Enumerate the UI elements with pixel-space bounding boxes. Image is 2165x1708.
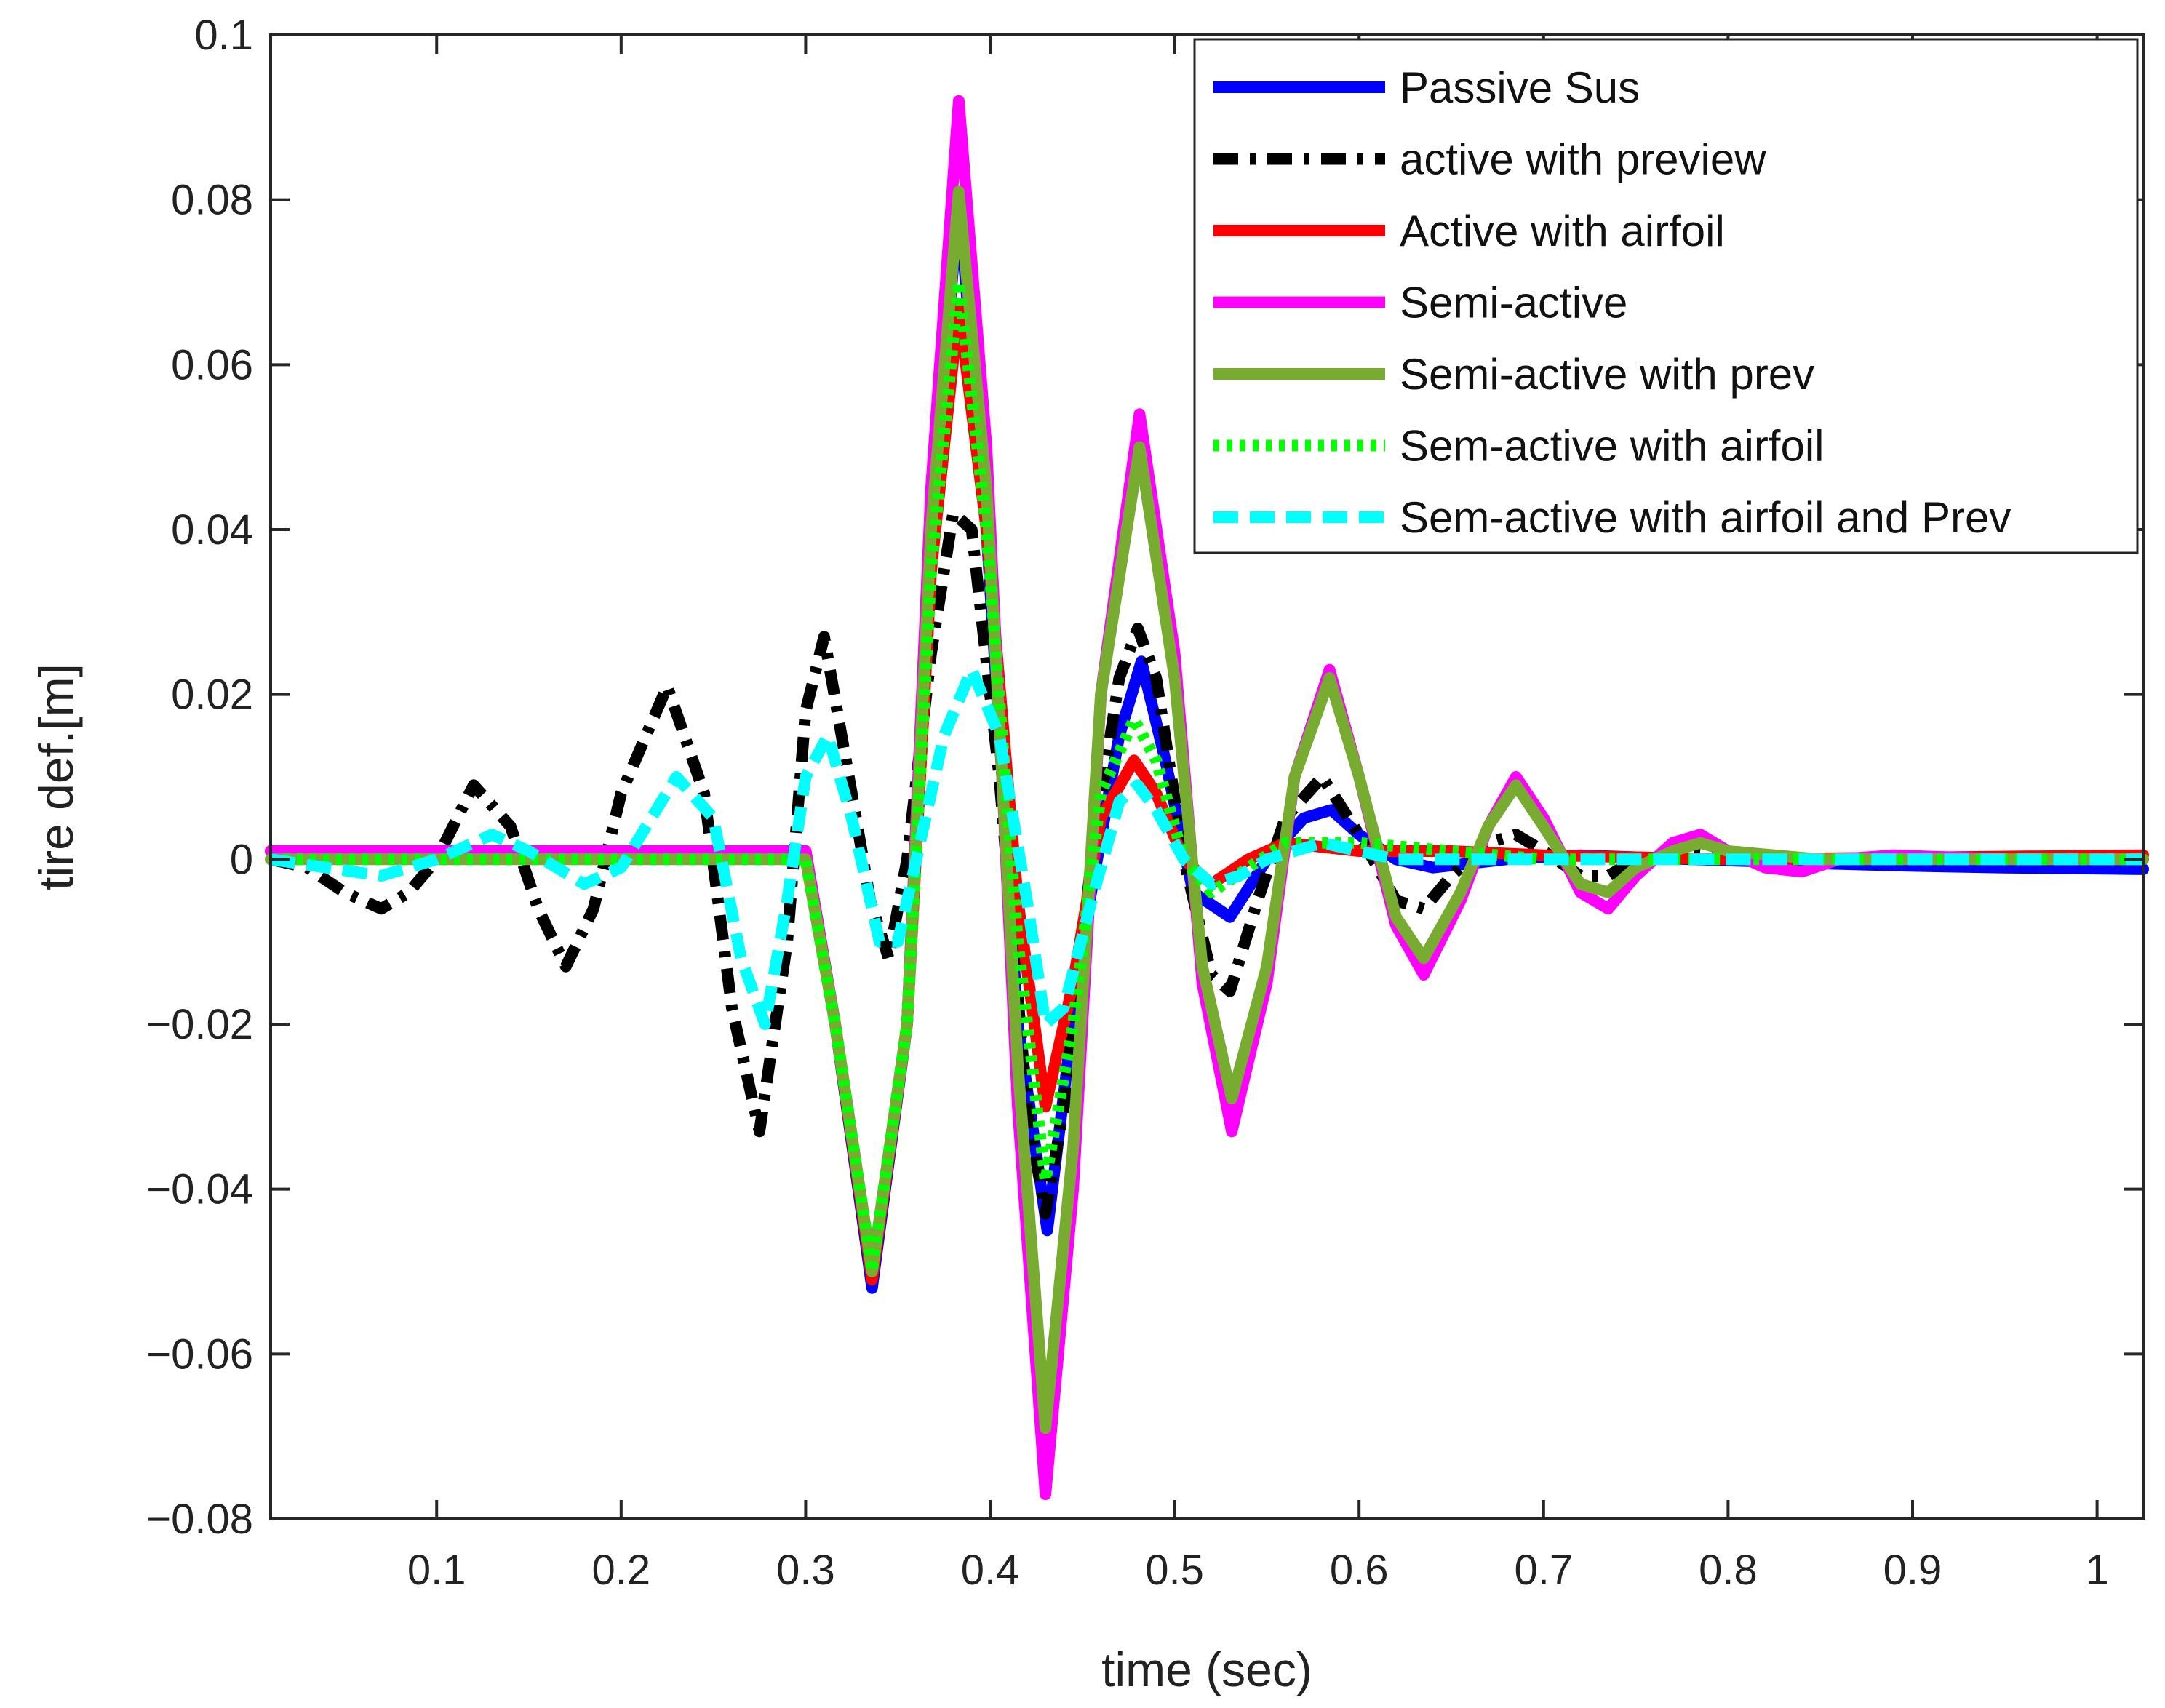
legend-label-6: Sem-active with airfoil (1400, 422, 1825, 471)
y-tick-label: −0.08 (146, 1496, 253, 1543)
x-tick-label: 0.3 (776, 1547, 835, 1594)
legend-label-2: active with preview (1400, 135, 1766, 184)
y-tick-label: 0.04 (171, 506, 253, 554)
x-tick-label: 1 (2085, 1547, 2108, 1594)
x-tick-label: 0.8 (1699, 1547, 1758, 1594)
x-tick-label: 0.2 (592, 1547, 651, 1594)
x-tick-label: 0.5 (1145, 1547, 1204, 1594)
x-tick-label: 0.6 (1330, 1547, 1389, 1594)
x-axis: 0.1 0.2 0.3 0.4 0.5 0.6 0.7 0.8 0.9 1 (407, 35, 2109, 1594)
y-tick-label: 0.06 (171, 341, 253, 388)
y-tick-label: −0.02 (146, 1001, 253, 1048)
y-axis: −0.08 −0.06 −0.04 −0.02 0 0.02 0.04 0.06 0.08 0.1 (146, 12, 2143, 1543)
legend-label-5: Semi-active with prev (1400, 350, 1814, 399)
legend-label-3: Active with airfoil (1400, 207, 1725, 255)
x-tick-label: 0.4 (961, 1547, 1020, 1594)
y-tick-label: −0.04 (146, 1166, 253, 1213)
x-axis-label: time (sec) (1101, 1643, 1312, 1696)
x-tick-label: 0.9 (1883, 1547, 1942, 1594)
legend-box (1193, 38, 2139, 554)
legend-label-7: Sem-active with airfoil and Prev (1400, 493, 2011, 542)
legend: Passive Sus active with preview Active wit… (1193, 38, 2139, 554)
y-tick-label: 0.1 (194, 12, 253, 59)
series-layer (265, 95, 2149, 1500)
y-tick-label: −0.06 (146, 1330, 253, 1378)
x-tick-label: 0.7 (1514, 1547, 1573, 1594)
series-line-7 (269, 663, 2143, 1030)
series-line-5 (265, 185, 2149, 1434)
series-line-6 (271, 276, 2143, 1277)
x-tick-label: 0.1 (407, 1547, 466, 1594)
y-tick-label: 0 (230, 836, 253, 883)
plot-area-frame (269, 33, 2145, 1520)
y-tick-label: 0.08 (171, 177, 253, 224)
legend-label-4: Semi-active (1400, 279, 1627, 327)
y-tick-label: 0.02 (171, 671, 253, 719)
y-axis-label: tire def.[m] (29, 663, 83, 890)
legend-label-1: Passive Sus (1400, 63, 1640, 112)
